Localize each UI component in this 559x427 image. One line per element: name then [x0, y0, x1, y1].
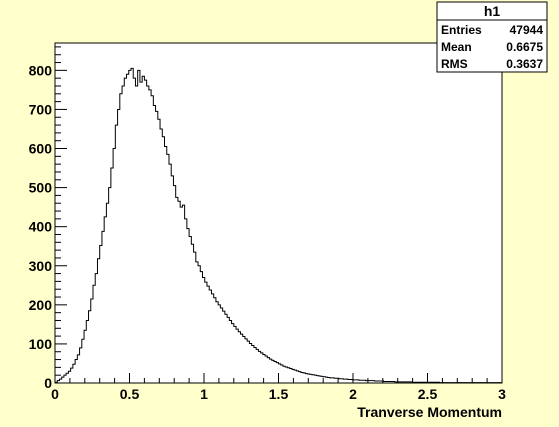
y-tick-label: 500 [29, 180, 53, 196]
stats-value: 0.6675 [506, 40, 543, 54]
stats-value: 0.3637 [506, 57, 543, 71]
y-tick-label: 0 [44, 375, 52, 391]
stats-rows: Entries 47944 Mean 0.6675 RMS 0.3637 [441, 23, 543, 71]
x-tick-label: 1.5 [269, 386, 289, 402]
stats-label: Entries [441, 23, 482, 37]
stats-label: RMS [441, 57, 468, 71]
y-tick-label: 800 [29, 62, 53, 78]
y-tick-label: 700 [29, 101, 53, 117]
y-tick-label: 300 [29, 258, 53, 274]
x-tick-label: 1 [200, 386, 208, 402]
y-axis: 0 100 200 300 400 500 600 700 800 [29, 46, 67, 391]
x-axis-title: Tranverse Momentum [357, 404, 502, 420]
stats-box: h1 Entries 47944 Mean 0.6675 RMS 0.3637 [436, 1, 548, 73]
x-tick-label: 2.5 [418, 386, 438, 402]
x-axis: 0 0.5 1 1.5 2 2.5 3 [51, 373, 506, 402]
x-tick-label: 0.5 [120, 386, 140, 402]
stats-label: Mean [441, 40, 472, 54]
y-tick-label: 100 [29, 336, 53, 352]
stats-title: h1 [484, 3, 501, 19]
y-tick-label: 400 [29, 219, 53, 235]
x-tick-label: 0 [51, 386, 59, 402]
x-tick-label: 2 [349, 386, 357, 402]
histogram-outline [54, 67, 503, 384]
plot-frame [54, 42, 503, 384]
stats-value: 47944 [510, 23, 544, 37]
x-tick-label: 3 [498, 386, 506, 402]
y-tick-label: 200 [29, 297, 53, 313]
y-tick-label: 600 [29, 141, 53, 157]
